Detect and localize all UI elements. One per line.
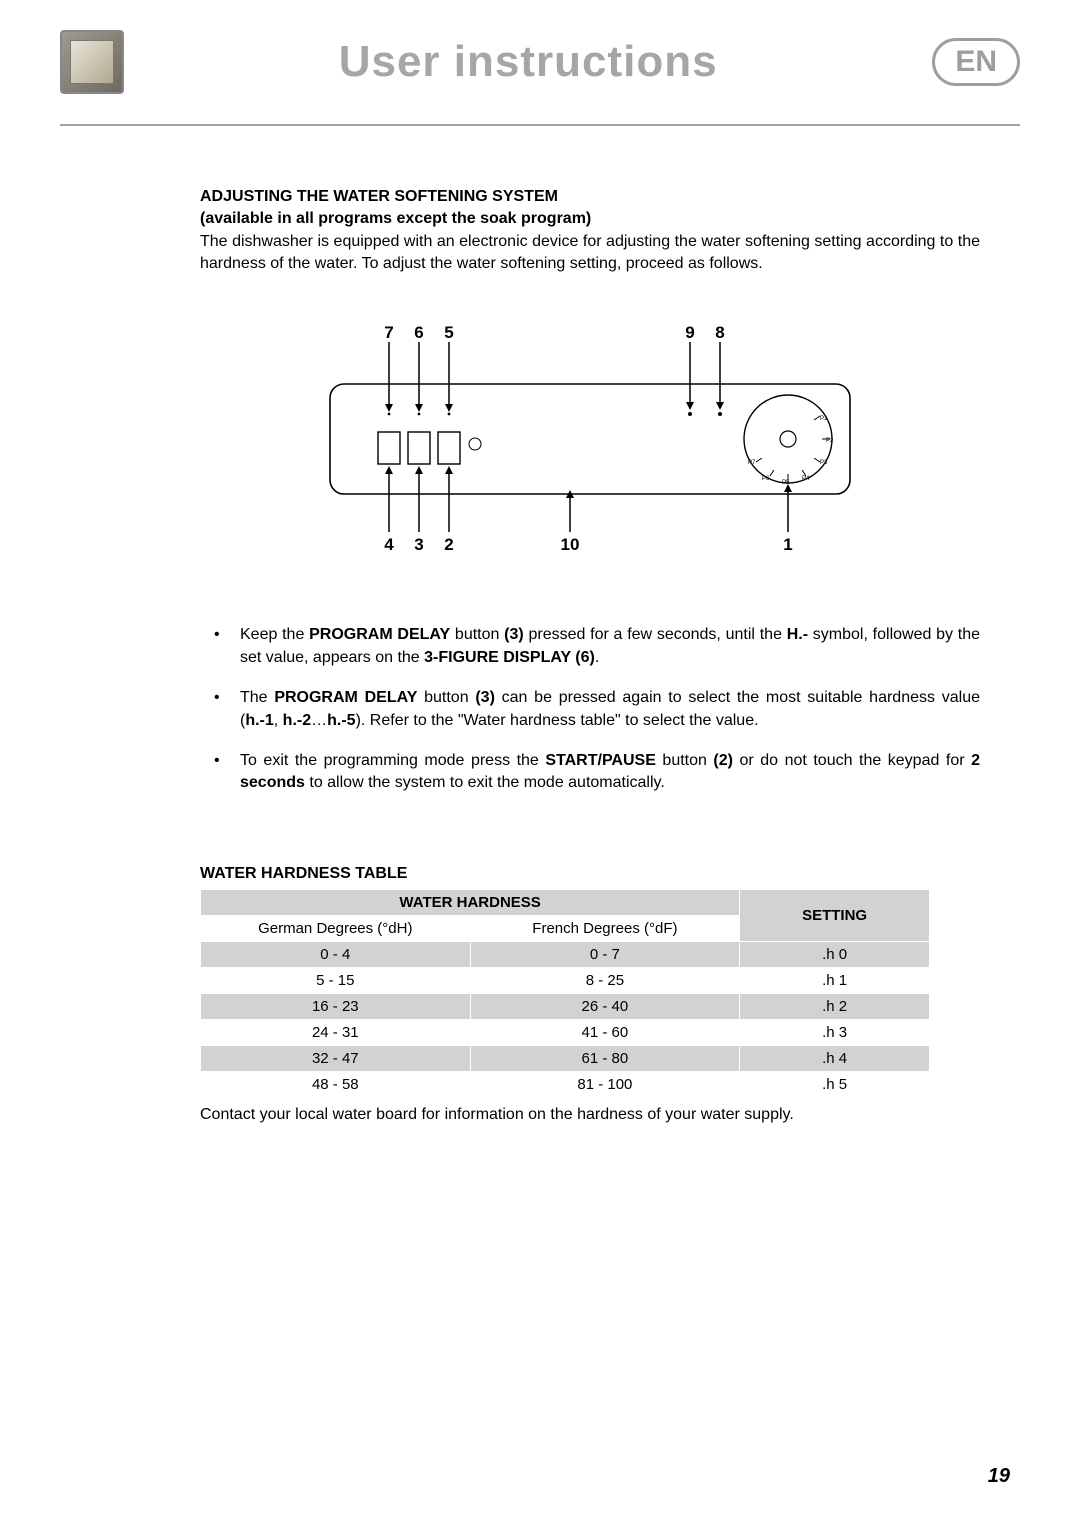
cell-df: 61 - 80	[470, 1045, 740, 1071]
cell-dh: 5 - 15	[201, 967, 471, 993]
water-hardness-table: WATER HARDNESS SETTING German Degrees (°…	[200, 889, 930, 1098]
instruction-item-3: To exit the programming mode press the S…	[200, 750, 980, 795]
diagram-label-9: 9	[685, 324, 694, 342]
text: or do not touch the keypad for	[733, 752, 971, 769]
table-title: WATER HARDNESS TABLE	[200, 865, 980, 883]
brand-logo-icon	[60, 30, 124, 94]
cell-setting: .h 4	[740, 1045, 930, 1071]
svg-text:P3: P3	[820, 460, 828, 466]
cell-setting: .h 0	[740, 941, 930, 967]
text-bold: h.-2	[283, 712, 311, 729]
text-bold: 3-FIGURE DISPLAY (6)	[424, 649, 595, 666]
main-content: ADJUSTING THE WATER SOFTENING SYSTEM (av…	[0, 126, 1080, 1124]
control-panel-diagram: P1 P2 P3 P4 P5 P6 P7	[200, 324, 980, 554]
table-row: 0 - 4 0 - 7 .h 0	[201, 941, 930, 967]
text-bold: (3)	[504, 626, 524, 643]
table-row: 32 - 47 61 - 80 .h 4	[201, 1045, 930, 1071]
diagram-svg: P1 P2 P3 P4 P5 P6 P7	[320, 324, 860, 554]
text: .	[595, 649, 599, 666]
section-intro: The dishwasher is equipped with an elect…	[200, 231, 980, 274]
diagram-label-6: 6	[414, 324, 423, 342]
text: Keep the	[240, 626, 309, 643]
table-row: 24 - 31 41 - 60 .h 3	[201, 1019, 930, 1045]
svg-text:P7: P7	[748, 460, 756, 466]
cell-dh: 0 - 4	[201, 941, 471, 967]
cell-setting: .h 5	[740, 1071, 930, 1097]
text: button	[417, 689, 475, 706]
table-note: Contact your local water board for infor…	[200, 1106, 980, 1124]
svg-text:P5: P5	[782, 480, 790, 486]
cell-df: 81 - 100	[470, 1071, 740, 1097]
cell-dh: 24 - 31	[201, 1019, 471, 1045]
cell-df: 0 - 7	[470, 941, 740, 967]
section-heading: ADJUSTING THE WATER SOFTENING SYSTEM	[200, 186, 980, 208]
table-col-df: French Degrees (°dF)	[470, 915, 740, 941]
cell-dh: 32 - 47	[201, 1045, 471, 1071]
table-col-dh: German Degrees (°dH)	[201, 915, 471, 941]
diagram-label-1: 1	[783, 535, 792, 554]
text: The	[240, 689, 274, 706]
cell-df: 41 - 60	[470, 1019, 740, 1045]
text: …	[311, 712, 327, 729]
cell-df: 8 - 25	[470, 967, 740, 993]
cell-setting: .h 2	[740, 993, 930, 1019]
table-row: 16 - 23 26 - 40 .h 2	[201, 993, 930, 1019]
cell-dh: 16 - 23	[201, 993, 471, 1019]
table-row: 5 - 15 8 - 25 .h 1	[201, 967, 930, 993]
text-bold: START/PAUSE	[545, 752, 656, 769]
cell-df: 26 - 40	[470, 993, 740, 1019]
cell-dh: 48 - 58	[201, 1071, 471, 1097]
text: ). Refer to the "Water hardness table" t…	[356, 712, 759, 729]
instruction-item-2: The PROGRAM DELAY button (3) can be pres…	[200, 687, 980, 732]
svg-text:P4: P4	[802, 476, 810, 482]
diagram-label-7: 7	[384, 324, 393, 342]
diagram-label-8: 8	[715, 324, 724, 342]
text-bold: h.-1	[245, 712, 273, 729]
table-header-hardness: WATER HARDNESS	[201, 889, 740, 915]
brand-logo-inner	[70, 40, 114, 84]
page-header: User instructions EN	[0, 0, 1080, 114]
diagram-label-2: 2	[444, 535, 453, 554]
text-bold: H.-	[787, 626, 808, 643]
language-badge: EN	[932, 38, 1020, 86]
diagram-label-4: 4	[384, 535, 394, 554]
table-row: 48 - 58 81 - 100 .h 5	[201, 1071, 930, 1097]
text-bold: (2)	[713, 752, 733, 769]
text-bold: PROGRAM DELAY	[274, 689, 417, 706]
section-subheading: (available in all programs except the so…	[200, 208, 980, 230]
diagram-label-10: 10	[561, 535, 580, 554]
text: pressed for a few seconds, until the	[524, 626, 787, 643]
page-title: User instructions	[339, 37, 718, 87]
cell-setting: .h 1	[740, 967, 930, 993]
instruction-item-1: Keep the PROGRAM DELAY button (3) presse…	[200, 624, 980, 669]
svg-text:P1: P1	[820, 416, 828, 422]
text: button	[450, 626, 504, 643]
text: To exit the programming mode press the	[240, 752, 545, 769]
table-header-setting: SETTING	[740, 889, 930, 941]
text-bold: (3)	[475, 689, 495, 706]
diagram-label-5: 5	[444, 324, 453, 342]
text: button	[656, 752, 714, 769]
text: to allow the system to exit the mode aut…	[305, 774, 665, 791]
diagram-label-3: 3	[414, 535, 423, 554]
text-bold: h.-5	[327, 712, 355, 729]
instruction-list: Keep the PROGRAM DELAY button (3) presse…	[200, 624, 980, 794]
text-bold: PROGRAM DELAY	[309, 626, 450, 643]
text: ,	[274, 712, 283, 729]
page-number: 19	[988, 1465, 1010, 1488]
svg-text:P6: P6	[762, 476, 770, 482]
cell-setting: .h 3	[740, 1019, 930, 1045]
